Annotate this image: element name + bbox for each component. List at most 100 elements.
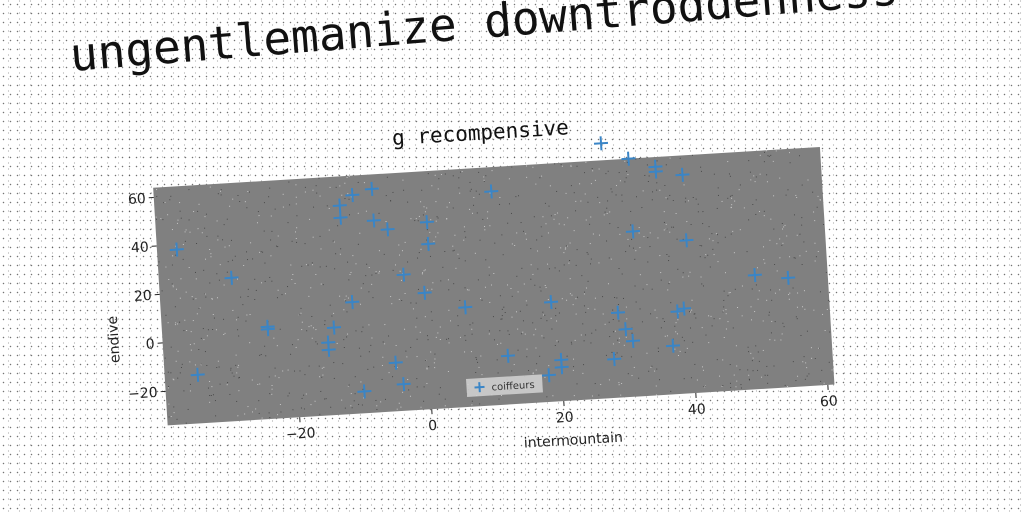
plot-speck	[350, 393, 352, 395]
plot-speck	[211, 297, 213, 300]
plot-speck	[591, 395, 594, 397]
plot-speck	[762, 320, 764, 322]
plot-speck	[484, 286, 486, 288]
plot-speck	[620, 394, 622, 396]
plot-speck	[395, 344, 397, 347]
data-point	[541, 368, 556, 383]
plot-speck	[447, 338, 450, 340]
plot-speck	[217, 239, 219, 241]
plot-speck	[430, 219, 432, 221]
plot-speck	[600, 383, 602, 385]
data-point-v	[339, 210, 342, 225]
plot-speck	[475, 371, 477, 374]
plot-speck	[539, 177, 541, 179]
plot-speck	[749, 171, 751, 173]
plot-speck	[173, 406, 175, 408]
plot-speck	[423, 386, 425, 388]
plot-speck	[350, 405, 352, 407]
plot-speck	[365, 275, 367, 277]
plot-speck	[330, 406, 332, 408]
plot-speck	[689, 311, 691, 313]
plot-speck	[464, 335, 466, 337]
plot-speck	[427, 339, 429, 341]
plot-speck	[261, 282, 263, 284]
plot-speck	[210, 253, 212, 255]
plot-speck	[282, 370, 284, 372]
plot-speck	[357, 181, 359, 183]
plot-speck	[189, 231, 191, 233]
plot-speck	[314, 400, 316, 402]
plot-speck	[816, 206, 818, 208]
plot-speck	[535, 369, 537, 371]
plot-speck	[550, 215, 552, 217]
headline: ungentlemanize downtroddenness	[67, 0, 901, 82]
plot-speck	[335, 186, 337, 188]
plot-speck	[155, 216, 157, 218]
plot-speck	[796, 306, 798, 308]
plot-speck	[570, 185, 572, 187]
plot-speck	[621, 273, 623, 275]
plot-speck	[556, 340, 558, 342]
plot-speck	[394, 264, 397, 266]
plot-speck	[165, 314, 167, 316]
plot-speck	[184, 231, 186, 233]
plot-speck	[769, 239, 771, 241]
plot-speck	[766, 299, 768, 301]
plot-speck	[770, 154, 772, 156]
plot-speck	[437, 232, 439, 234]
plot-speck	[177, 219, 179, 221]
plot-speck	[765, 150, 767, 152]
plot-speck	[764, 374, 766, 376]
plot-speck	[743, 207, 745, 209]
plot-speck	[386, 176, 388, 178]
plot-speck	[701, 327, 703, 329]
plot-speck	[475, 356, 477, 358]
plot-speck	[348, 175, 350, 177]
plot-speck	[307, 264, 309, 266]
plot-speck	[219, 264, 221, 266]
plot-speck	[366, 263, 368, 265]
plot-speck	[237, 366, 239, 368]
data-point	[260, 322, 275, 337]
plot-speck	[426, 335, 429, 337]
plot-speck	[192, 298, 194, 300]
plot-speck	[237, 415, 239, 417]
plot-speck	[259, 383, 261, 385]
plot-speck	[623, 344, 625, 346]
plot-speck	[257, 211, 259, 213]
plot-speck	[230, 367, 232, 369]
plot-speck	[216, 366, 218, 369]
data-point-v	[549, 295, 553, 310]
data-point	[544, 295, 559, 310]
data-point	[190, 367, 205, 382]
plot-speck	[245, 320, 247, 322]
plot-speck	[236, 372, 238, 374]
plot-speck	[782, 242, 784, 244]
plot-speck	[630, 356, 632, 358]
plot-speck	[478, 366, 480, 368]
plot-speck	[762, 349, 764, 351]
plot-speck	[277, 289, 279, 291]
data-point	[364, 181, 379, 197]
plot-speck	[448, 289, 450, 291]
plot-speck	[483, 180, 485, 182]
plot-speck	[174, 324, 176, 326]
plot-speck	[323, 366, 325, 368]
plot-speck	[189, 390, 191, 392]
plot-speck	[651, 365, 653, 367]
plot-speck	[781, 244, 783, 246]
plot-speck	[548, 365, 550, 367]
plot-speck	[663, 320, 665, 323]
plot-speck	[656, 317, 658, 319]
plot-speck	[729, 175, 731, 177]
plot-speck	[224, 332, 226, 334]
plot-speck	[710, 315, 712, 317]
plot-speck	[223, 224, 225, 226]
plot-speck	[315, 341, 317, 343]
plot-speck	[540, 317, 542, 319]
plot-speck	[568, 262, 570, 264]
plot-speck	[296, 215, 298, 217]
plot-speck	[700, 166, 702, 168]
plot-speck	[195, 278, 197, 280]
plot-speck	[303, 394, 305, 396]
